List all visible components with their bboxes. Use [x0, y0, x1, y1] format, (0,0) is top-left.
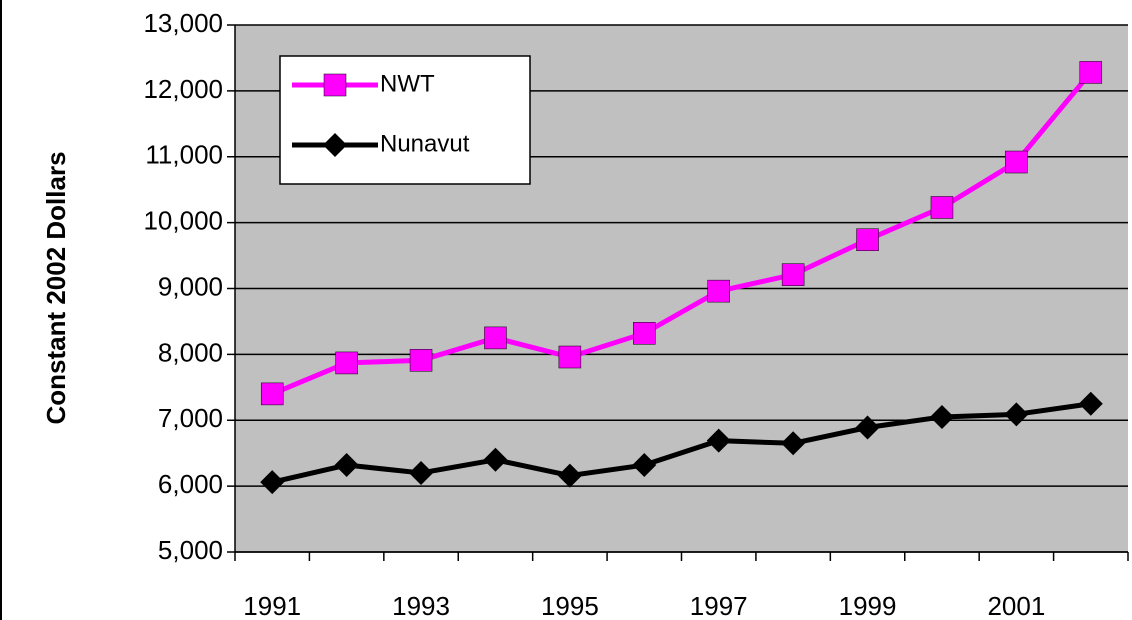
marker [1078, 391, 1103, 416]
marker [633, 322, 656, 345]
marker [323, 73, 347, 97]
marker [781, 431, 806, 456]
marker [855, 415, 880, 440]
legend-box [279, 55, 531, 185]
legend-label: Nunavut [380, 130, 470, 157]
y-tick-label: 6,000 [158, 469, 223, 499]
y-tick-label: 9,000 [158, 271, 223, 301]
marker [260, 382, 284, 406]
x-tick-label: 1997 [690, 591, 748, 620]
series-line [271, 401, 1092, 485]
legend: NWT Nunavut [279, 55, 531, 185]
y-tick-label: 13,000 [143, 8, 223, 38]
marker [707, 279, 730, 303]
marker [1004, 402, 1029, 427]
marker [930, 196, 954, 219]
marker [1079, 61, 1103, 84]
marker [558, 345, 582, 369]
x-tick-label: 1999 [839, 591, 897, 620]
x-tick-label: 1995 [541, 591, 599, 620]
x-tick-label: 2001 [987, 591, 1045, 620]
marker [334, 453, 359, 478]
marker [632, 453, 657, 478]
y-tick-label: 5,000 [158, 535, 223, 565]
y-tick-label: 10,000 [143, 206, 223, 236]
marker [260, 470, 285, 495]
y-tick-label: 8,000 [158, 337, 223, 367]
marker [557, 463, 582, 488]
marker [409, 460, 434, 485]
marker [781, 263, 805, 286]
series-line [271, 70, 1093, 397]
x-tick-label: 1991 [243, 591, 301, 620]
y-tick-label: 7,000 [158, 403, 223, 433]
marker [929, 404, 954, 429]
marker [409, 349, 433, 372]
y-tick-label: 12,000 [143, 74, 223, 104]
marker [323, 133, 347, 157]
marker [483, 447, 508, 472]
marker [706, 428, 731, 453]
x-tick-label: 1993 [392, 591, 450, 620]
marker [335, 351, 358, 375]
marker [856, 228, 879, 252]
y-axis-label: Constant 2002 Dollars [41, 151, 71, 424]
legend-label: NWT [380, 70, 435, 97]
y-tick-label: 11,000 [145, 140, 223, 170]
marker [484, 326, 507, 350]
marker [1005, 150, 1028, 174]
